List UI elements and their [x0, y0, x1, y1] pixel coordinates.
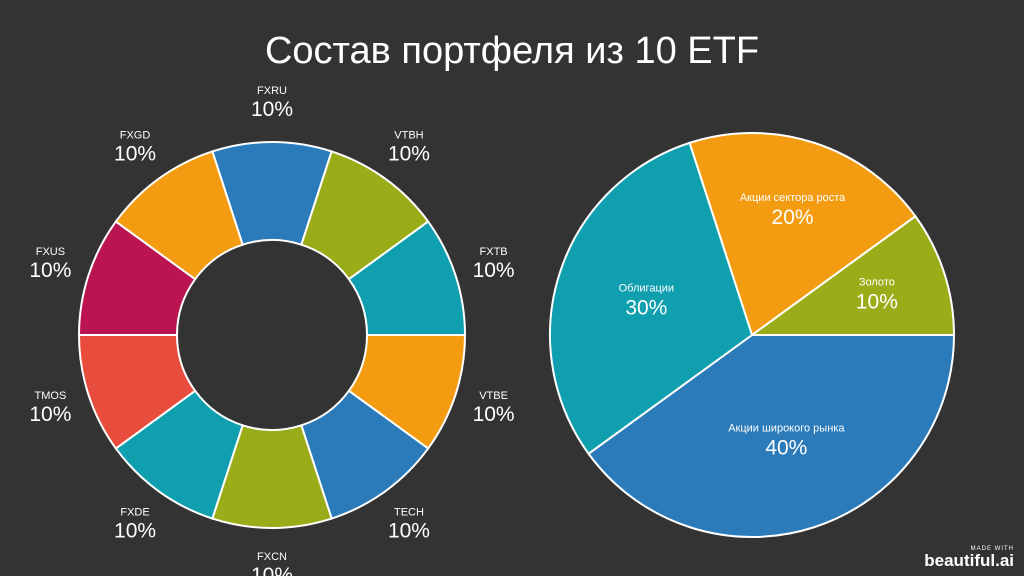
donut-value-fxde: 10% [114, 520, 156, 543]
donut-label-fxgd: FXGD [120, 129, 151, 141]
watermark-made-with: MADE WITH [970, 546, 1014, 552]
watermark: MADE WITH beautiful.ai [924, 546, 1014, 570]
donut-value-fxtb: 10% [473, 259, 515, 282]
donut-label-fxde: FXDE [120, 507, 149, 519]
donut-label-fxtb: FXTB [480, 246, 508, 258]
chart-title: Состав портфеля из 10 ETF [264, 30, 760, 72]
pie-value-акции-сектора-роста: 20% [772, 206, 814, 229]
donut-label-tech: TECH [394, 507, 424, 519]
pie-slice-золото [748, 214, 956, 336]
pie-label-золото: Золото [859, 276, 895, 288]
donut-label-fxcn: FXCN [257, 551, 287, 563]
pie-label-облигации: Облигации [619, 283, 674, 295]
donut-chart: FXRU10%VTBH10%FXTB10%VTBE10%TECH10%FXCN1… [29, 85, 514, 576]
donut-value-fxus: 10% [29, 259, 71, 282]
donut-label-fxus: FXUS [36, 246, 65, 258]
donut-value-vtbe: 10% [473, 403, 515, 426]
donut-label-tmos: TMOS [35, 390, 67, 402]
donut-label-vtbh: VTBH [394, 129, 423, 141]
pie-value-золото: 10% [856, 290, 898, 313]
pie-chart: Акции сектора роста 20% Золото 10% Акции шир… [549, 132, 956, 538]
watermark-brand: beautiful.ai [924, 551, 1014, 570]
pie-value-облигации: 30% [625, 297, 667, 320]
pie-slice-акции-сектора-роста [688, 132, 917, 337]
pie-slice-акции-широкого-рынка [587, 334, 956, 538]
pie-label-акции-широкого-рынка: Акции широкого рынка [728, 423, 845, 435]
donut-value-fxgd: 10% [114, 142, 156, 165]
donut-label-vtbe: VTBE [479, 390, 508, 402]
donut-value-fxru: 10% [251, 98, 293, 121]
pie-slice-облигации [549, 141, 754, 456]
donut-slice-fxgd [114, 150, 244, 281]
donut-value-fxcn: 10% [251, 564, 293, 576]
pie-value-акции-широкого-рынка: 40% [765, 437, 807, 460]
donut-label-fxru: FXRU [257, 85, 287, 97]
donut-value-vtbh: 10% [388, 142, 430, 165]
donut-value-tech: 10% [388, 520, 430, 543]
pie-label-акции-сектора-роста: Акции сектора роста [740, 192, 846, 204]
donut-value-tmos: 10% [29, 403, 71, 426]
